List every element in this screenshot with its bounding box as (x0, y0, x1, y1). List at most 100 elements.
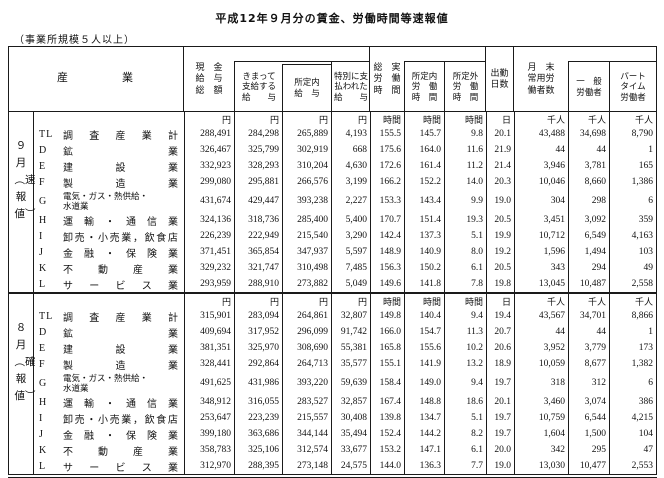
industry-code: H (39, 214, 48, 226)
cell-value: 8.0 (444, 244, 486, 260)
cell-value: 91,742 (331, 324, 370, 340)
table-row: D 鉱業 326,467 325,799 302,919 668 175.6 164.0 11.… (34, 142, 656, 158)
table-row: TL 調査産業計 315,901 283,094 264,861 32,807 149.8 1… (34, 308, 656, 324)
cell-value: 13.2 (444, 356, 486, 372)
cell-value: 6.1 (444, 260, 486, 276)
cell-value: 20.0 (486, 442, 514, 458)
table-row: F 製造業 328,441 292,864 264,713 35,577 155.1 141.… (34, 356, 656, 372)
industry-code: G (39, 195, 48, 207)
industry-code: H (39, 396, 48, 408)
unit-label: 時間 (444, 112, 486, 126)
cell-value: 491,625 (184, 372, 234, 394)
cell-value: 253,647 (184, 410, 234, 426)
table-row: H 運輸・通信業 324,136 318,736 285,400 5,400 170.7 15… (34, 212, 656, 228)
cell-value: 5.1 (444, 410, 486, 426)
industry-code: D (39, 326, 48, 338)
table-row: K 不動産業 358,783 325,106 312,574 33,677 153.2 147… (34, 442, 656, 458)
cell-value: 19.3 (444, 212, 486, 228)
table-row: E 建設業 332,923 328,293 310,204 4,630 172.6 161.4… (34, 158, 656, 174)
industry-code: TL (39, 128, 54, 140)
cell-value: 265,889 (282, 126, 331, 142)
cell-value: 283,527 (282, 394, 331, 410)
unit-label: 千人 (609, 294, 656, 308)
cell-value: 155.6 (404, 340, 444, 356)
cell-industry: D 鉱業 (34, 324, 184, 340)
industry-code: E (39, 342, 47, 354)
cell-value: 8,866 (609, 308, 656, 324)
cell-value: 19.7 (486, 372, 514, 394)
cell-value: 3,460 (514, 394, 568, 410)
cell-value: 7.8 (444, 276, 486, 292)
cell-value: 273,148 (282, 458, 331, 474)
unit-label: 円 (282, 112, 331, 126)
cell-industry: I 卸売・小売業，飲食店 (34, 410, 184, 426)
industry-name: サービス業 (63, 462, 178, 474)
cell-value: 308,690 (282, 340, 331, 356)
industry-code: F (39, 176, 46, 188)
unit-label: 円 (234, 294, 282, 308)
industry-code: I (39, 412, 44, 424)
cell-value: 288,910 (234, 276, 282, 292)
cell-value: 304 (514, 190, 568, 212)
cell-value: 3,074 (568, 394, 609, 410)
cell-industry: D 鉱業 (34, 142, 184, 158)
cell-value: 142.4 (370, 228, 404, 244)
cell-value: 1 (609, 324, 656, 340)
table-row: K 不動産業 329,232 321,747 310,498 7,485 156.3 150.… (34, 260, 656, 276)
industry-code: D (39, 144, 48, 156)
industry-name: 卸売・小売業，飲食店 (63, 414, 178, 426)
cell-value: 264,861 (282, 308, 331, 324)
cell-value: 167.4 (370, 394, 404, 410)
industry-name: 調査産業計 (63, 312, 178, 324)
cell-value: 302,919 (282, 142, 331, 158)
industry-code: I (39, 230, 44, 242)
cell-value: 10,712 (514, 228, 568, 244)
cell-value: 316,055 (234, 394, 282, 410)
cell-industry: H 運輸・通信業 (34, 394, 184, 410)
cell-value: 144.2 (404, 426, 444, 442)
cell-value: 299,080 (184, 174, 234, 190)
cell-value: 222,949 (234, 228, 282, 244)
cell-value: 19.0 (486, 190, 514, 212)
industry-name: 不動産業 (63, 264, 178, 276)
cell-value: 8,677 (568, 356, 609, 372)
cell-value: 215,557 (282, 410, 331, 426)
table-body: ９月︵速報値︶ 円円円円時間 時間 時間日千人 千人 千人 TL 調査産業計 288,491 28… (9, 112, 656, 474)
industry-name: 電気・ガス・熱供給・ 水道業 (63, 373, 149, 393)
cell-value: 32,857 (331, 394, 370, 410)
units-row: 円円円円時間 時間 時間日千人 千人 千人 (34, 112, 656, 126)
unit-label: 円 (234, 112, 282, 126)
cell-value: 19.7 (486, 410, 514, 426)
cell-value: 332,923 (184, 158, 234, 174)
cell-industry: E 建設業 (34, 158, 184, 174)
cell-value: 6.1 (444, 442, 486, 458)
cell-value: 315,901 (184, 308, 234, 324)
table-row: E 建設業 381,351 325,970 308,690 55,381 165.8 155.… (34, 340, 656, 356)
cell-value: 318,736 (234, 212, 282, 228)
cell-value: 431,674 (184, 190, 234, 212)
cell-value: 145.7 (404, 126, 444, 142)
cell-value: 33,677 (331, 442, 370, 458)
cell-value: 11.3 (444, 324, 486, 340)
cell-value: 19.8 (486, 276, 514, 292)
cell-value: 285,400 (282, 212, 331, 228)
unit-spacer (34, 112, 184, 126)
cell-value: 9.8 (444, 126, 486, 142)
cell-industry: K 不動産業 (34, 260, 184, 276)
cell-value: 2,227 (331, 190, 370, 212)
table-row: L サービス業 312,970 288,395 273,148 24,575 144.0 13… (34, 458, 656, 474)
cell-value: 10,477 (568, 458, 609, 474)
cell-value: 328,293 (234, 158, 282, 174)
cell-value: 312,574 (282, 442, 331, 458)
cell-value: 1 (609, 142, 656, 158)
cell-value: 8.2 (444, 426, 486, 442)
cell-value: 4,630 (331, 158, 370, 174)
cell-value: 324,136 (184, 212, 234, 228)
cell-value: 35,494 (331, 426, 370, 442)
cell-value: 8,790 (609, 126, 656, 142)
cell-value: 59,639 (331, 372, 370, 394)
cell-value: 266,576 (282, 174, 331, 190)
industry-code: E (39, 160, 47, 172)
header-contractual-earnings: きまって 支給する 給 与 (241, 70, 276, 102)
scope-note: （事業所規模５人以上） (14, 35, 135, 46)
